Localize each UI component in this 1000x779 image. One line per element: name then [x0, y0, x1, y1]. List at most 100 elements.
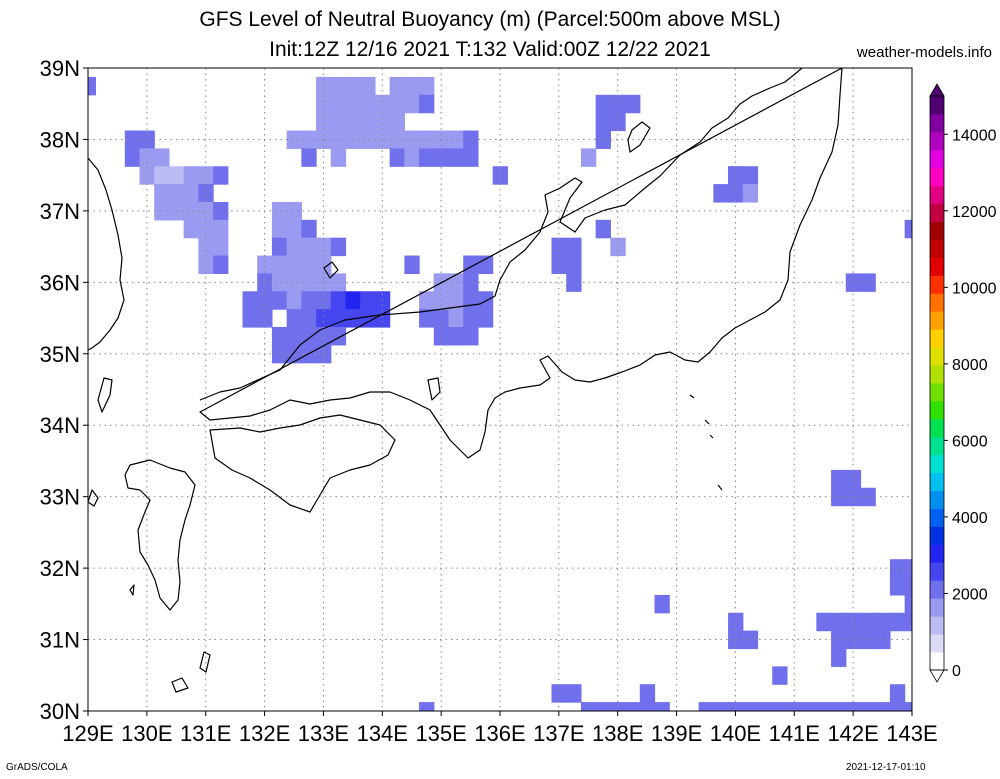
- colorbar-max-arrow: [929, 83, 945, 97]
- lat-label: 34N: [40, 413, 80, 438]
- field-cell: [374, 309, 391, 328]
- field-cell: [889, 612, 906, 632]
- field-cell: [271, 255, 288, 275]
- field-cell: [595, 130, 611, 149]
- field-cell: [360, 309, 376, 328]
- field-cell: [566, 684, 582, 703]
- field-cell: [904, 219, 912, 239]
- colorbar-swatch: [930, 490, 944, 509]
- field-cell: [816, 612, 832, 632]
- field-cell: [610, 112, 626, 132]
- colorbar-swatch: [930, 221, 944, 240]
- colorbar-swatch: [930, 598, 944, 617]
- field-cell: [419, 309, 435, 328]
- field-cell: [139, 166, 155, 185]
- field-cell: [772, 666, 788, 685]
- lon-label: 141E: [769, 721, 820, 746]
- field-cell: [742, 630, 759, 650]
- colorbar-label: 12000: [952, 204, 997, 221]
- field-cell: [271, 201, 288, 221]
- colorbar-outline: [929, 95, 945, 671]
- yakushima-island: [171, 677, 189, 693]
- field-cell: [816, 702, 832, 711]
- field-cell: [580, 702, 597, 711]
- field-cell: [831, 630, 847, 650]
- colorbar-swatch: [930, 508, 944, 527]
- tsushima-island: [97, 377, 113, 413]
- field-cell: [183, 219, 199, 239]
- field-cell: [330, 309, 347, 328]
- korea-coast: [88, 157, 125, 351]
- field-cell: [448, 291, 464, 310]
- koshiki-island: [129, 584, 135, 596]
- field-cell: [463, 130, 479, 149]
- colorbar-label: 6000: [952, 433, 988, 450]
- longitude-axis: 129E 130E 131E 132E 133E 134E 135E 136E 137E 138E…: [62, 711, 938, 746]
- lon-label: 137E: [533, 721, 584, 746]
- colorbar-swatch: [930, 562, 944, 581]
- field-cell: [610, 94, 626, 114]
- field-cell: [330, 237, 347, 257]
- field-cell: [316, 255, 332, 275]
- field-cell: [448, 273, 464, 292]
- lat-label: 30N: [40, 699, 80, 724]
- field-cell: [330, 326, 347, 346]
- chart-subtitle: Init:12Z 12/16 2021 T:132 Valid:00Z 12/2…: [269, 38, 711, 61]
- field-cell: [595, 112, 611, 132]
- colorbar-swatch: [930, 239, 944, 258]
- field-cell: [301, 219, 317, 239]
- field-cell: [889, 684, 906, 703]
- field-cell: [639, 684, 656, 703]
- field-cell: [845, 612, 862, 632]
- field-cell: [889, 577, 906, 596]
- colorbar-swatch: [930, 544, 944, 563]
- graticule: [88, 68, 912, 711]
- field-cell: [742, 702, 759, 711]
- sado-island: [627, 121, 651, 153]
- field-cell: [330, 291, 347, 310]
- field-cell: [271, 219, 288, 239]
- field-cell: [419, 76, 435, 96]
- field-cell: [448, 326, 464, 346]
- field-cell: [316, 76, 332, 96]
- field-cell: [286, 291, 302, 310]
- field-cell: [330, 273, 347, 292]
- field-cell: [301, 309, 317, 328]
- field-cell: [904, 577, 912, 596]
- colorbar-swatch: [930, 347, 944, 366]
- field-cell: [301, 237, 317, 257]
- field-cell: [463, 309, 479, 328]
- awaji-island: [427, 377, 441, 401]
- colorbar-swatch: [930, 293, 944, 312]
- field-cell: [463, 273, 479, 292]
- goto-island: [88, 489, 99, 507]
- field-cell: [198, 255, 214, 275]
- lat-label: 38N: [40, 127, 80, 152]
- field-cell: [463, 255, 479, 275]
- izu-islands: [689, 394, 723, 491]
- field-cell: [271, 326, 288, 346]
- field-cell: [595, 94, 611, 114]
- lat-label: 33N: [40, 485, 80, 510]
- colorbar-swatch: [930, 616, 944, 635]
- field-cell: [728, 184, 744, 203]
- footer-software: GrADS/COLA: [6, 762, 68, 773]
- field-cell: [625, 702, 641, 711]
- lon-label: 142E: [827, 721, 878, 746]
- colorbar-swatch: [930, 149, 944, 169]
- honshu-coast: [199, 68, 803, 401]
- field-cell: [477, 255, 494, 275]
- colorbar-min-arrow: [929, 669, 945, 683]
- field-cell: [889, 702, 906, 711]
- field-cell: [566, 237, 582, 257]
- field-cell: [610, 237, 626, 257]
- field-cell: [301, 148, 317, 167]
- field-cell: [257, 255, 273, 275]
- colorbar-swatch: [930, 275, 944, 294]
- lon-label: 136E: [474, 721, 525, 746]
- field-cell: [904, 612, 912, 632]
- field-cell: [463, 148, 479, 167]
- field-cell: [654, 594, 670, 614]
- field-cell: [316, 237, 332, 257]
- oki-island: [323, 261, 339, 279]
